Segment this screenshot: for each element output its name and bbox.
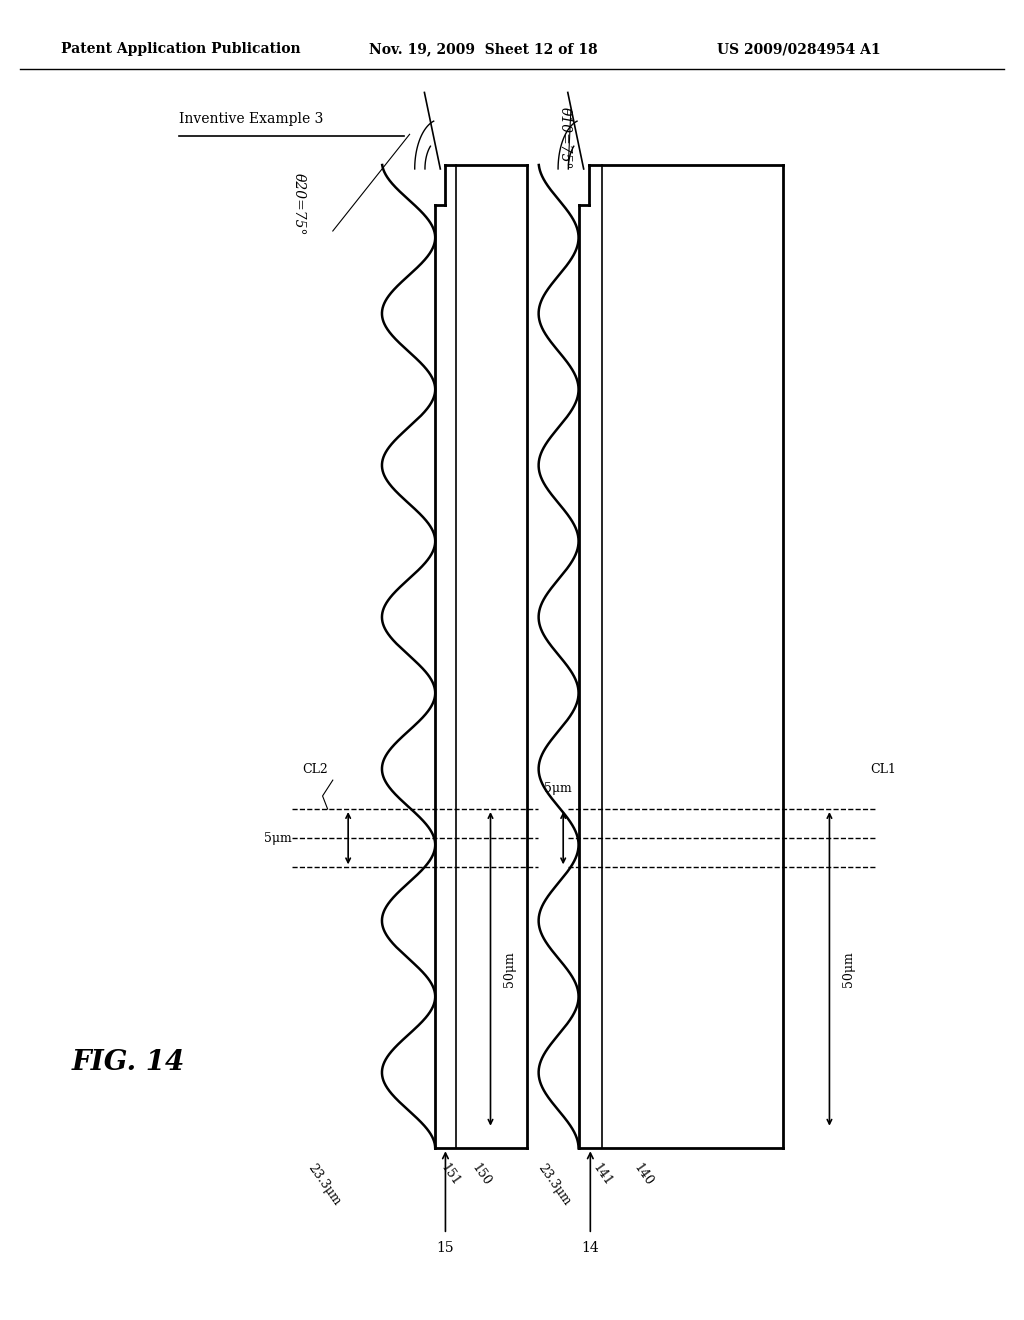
Text: 14: 14 — [582, 1241, 599, 1255]
Text: θ20=75°: θ20=75° — [292, 173, 306, 236]
Text: 50μm: 50μm — [503, 950, 516, 987]
Text: Patent Application Publication: Patent Application Publication — [61, 42, 301, 57]
Text: 151: 151 — [438, 1162, 463, 1188]
Text: 150: 150 — [469, 1162, 494, 1188]
Text: 23.3μm: 23.3μm — [536, 1162, 573, 1208]
Text: θ10=75°: θ10=75° — [558, 107, 572, 170]
Text: 141: 141 — [590, 1162, 614, 1189]
Text: 23.3μm: 23.3μm — [305, 1162, 343, 1208]
Text: 50μm: 50μm — [842, 950, 855, 987]
Text: Nov. 19, 2009  Sheet 12 of 18: Nov. 19, 2009 Sheet 12 of 18 — [369, 42, 597, 57]
Text: 5μm: 5μm — [544, 781, 572, 795]
Text: CL2: CL2 — [302, 763, 328, 776]
Text: 15: 15 — [436, 1241, 455, 1255]
Text: Inventive Example 3: Inventive Example 3 — [179, 112, 324, 127]
Text: 140: 140 — [631, 1162, 655, 1189]
Text: CL1: CL1 — [870, 763, 896, 776]
Text: 5μm: 5μm — [264, 832, 292, 845]
Text: FIG. 14: FIG. 14 — [72, 1049, 185, 1076]
Text: US 2009/0284954 A1: US 2009/0284954 A1 — [717, 42, 881, 57]
